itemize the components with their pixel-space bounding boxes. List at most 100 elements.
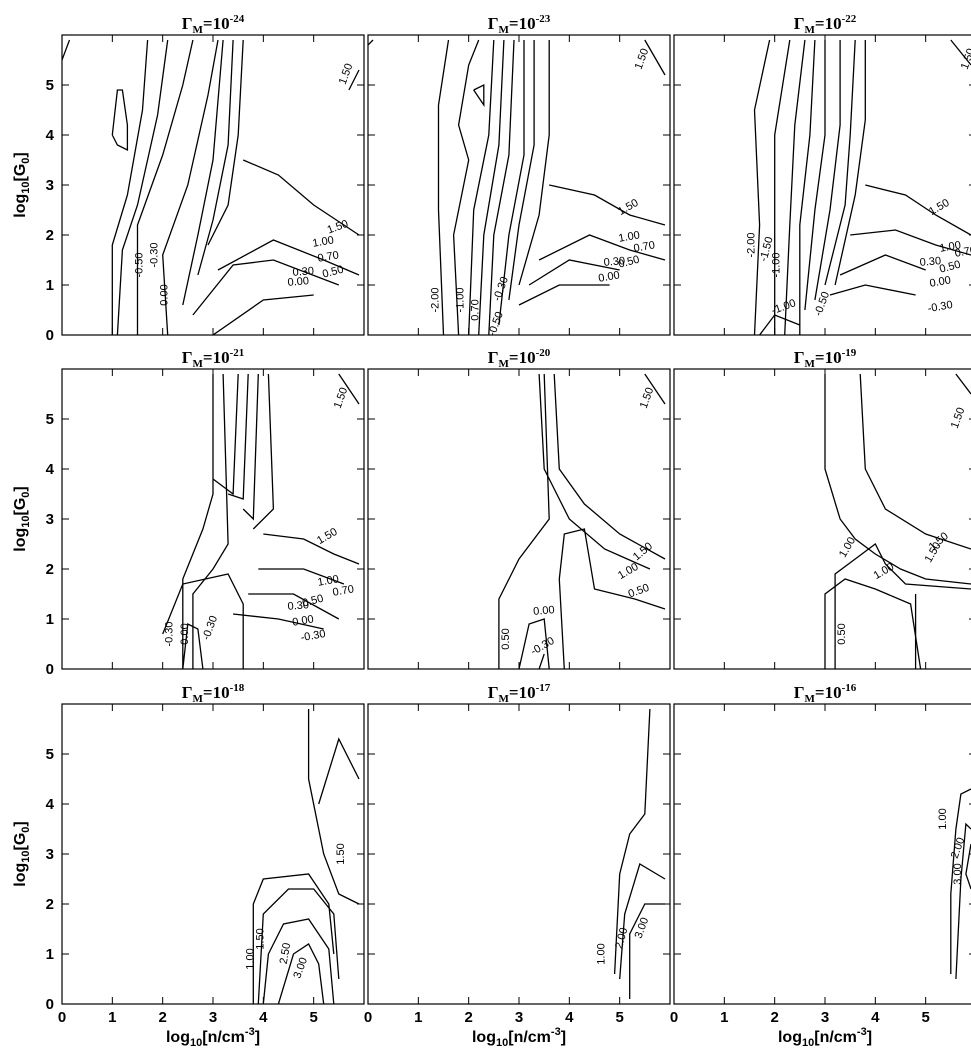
- y-tick-label: 0: [46, 996, 54, 1013]
- y-tick-label: 3: [46, 177, 54, 194]
- contour-label: 0.30: [287, 599, 309, 613]
- contour-line: [644, 39, 666, 76]
- contour-line: [865, 184, 971, 236]
- contour-line: [508, 40, 535, 301]
- contour-line: [62, 39, 71, 61]
- contour-label: 1.50: [631, 540, 655, 563]
- contour-line: [242, 159, 360, 236]
- contour-line: [613, 708, 651, 975]
- contour-line: [829, 284, 916, 296]
- contour-line: [182, 623, 204, 669]
- contour-line: [262, 918, 335, 1004]
- contour-line: [644, 373, 666, 405]
- x-tick-label: 5: [309, 1009, 317, 1026]
- contour-label: 3.00: [633, 916, 652, 940]
- contour-label: 0.00: [159, 284, 171, 305]
- y-axis-label: log10[G0]: [12, 486, 32, 551]
- y-tick-label: 1: [46, 611, 54, 628]
- contour-line: [488, 39, 515, 335]
- contour-label: 0.50: [301, 593, 325, 610]
- contour-lines: 1.501.501.001.000.501.50: [824, 373, 971, 669]
- contour-line: [233, 613, 324, 630]
- panel-3: ΓM=10-21 0 1 2 3 4 5 log10[G0] 1.50 1.50 1.000.70 0…: [12, 347, 365, 678]
- contour-line: [318, 737, 360, 805]
- contour-line: [558, 528, 666, 669]
- contour-label: -0.30: [491, 275, 511, 303]
- panel-4: ΓM=10-201.501.501.000.500.500.00-0.30: [367, 347, 671, 670]
- contour-line: [192, 373, 229, 669]
- contour-label: -1.00: [455, 287, 467, 312]
- contour-label: 0.50: [500, 628, 512, 649]
- contour-label: 0.50: [627, 582, 651, 601]
- x-tick-label: 2: [770, 1009, 778, 1026]
- contour-line: [528, 259, 620, 286]
- contour-label: -1.00: [770, 297, 798, 317]
- contour-line: [834, 40, 866, 286]
- contour-line: [111, 39, 149, 335]
- panel-frame: [673, 34, 971, 336]
- x-axis-label: log10[n/cm-3]: [166, 1026, 260, 1049]
- contour-lines: 1.002.00 3.00: [937, 788, 971, 980]
- contour-line: [277, 943, 325, 1004]
- contour-lines: 1.501.501.000.700.300.500.00-2.00 -1.00 0.…: [368, 39, 666, 335]
- contour-line: [182, 39, 224, 306]
- x-tick-label: 0: [58, 1009, 66, 1026]
- x-tick-label: 1: [720, 1009, 728, 1026]
- x-tick-label: 4: [259, 1009, 268, 1026]
- contour-label: 1.50: [927, 197, 952, 218]
- panel-title: ΓM=10-22: [794, 13, 857, 36]
- contour-line: [850, 229, 971, 256]
- contour-line: [824, 578, 922, 669]
- y-tick-label: 5: [46, 77, 54, 94]
- contour-line: [478, 39, 505, 335]
- contour-label: 0.30: [603, 255, 625, 269]
- contour-line: [217, 239, 360, 276]
- y-tick-label: 2: [46, 561, 54, 578]
- contour-label: 0.00: [597, 269, 620, 285]
- contour-label: 1.00: [937, 808, 949, 829]
- panel-5: ΓM=10-191.501.501.001.000.501.50: [673, 347, 971, 670]
- panel-frame: [673, 368, 971, 670]
- contour-line: [549, 184, 666, 226]
- panel-frame: [367, 34, 671, 336]
- contour-lines: 1.50 1.50 1.000.70 0.300.500.00 -0.30 -2.00 -1…: [746, 39, 971, 335]
- x-tick-label: 5: [921, 1009, 929, 1026]
- y-tick-label: 0: [46, 327, 54, 344]
- contour-label: 0.50: [836, 623, 848, 644]
- contour-label: 1.50: [254, 928, 266, 949]
- contour-line: [263, 533, 360, 565]
- panel-frame: [673, 703, 971, 1005]
- x-tick-label: 3: [515, 1009, 523, 1026]
- y-tick-label: 1: [46, 946, 54, 963]
- panel-title: ΓM=10-24: [182, 13, 245, 36]
- contour-label: -0.30: [164, 621, 176, 646]
- contour-label: 2.50: [278, 942, 294, 965]
- contour-line: [468, 39, 495, 335]
- contour-line: [538, 653, 545, 669]
- panel-7: ΓM=10-17 0 1 2 3 4 5 log10[n/cm-3] 1.00 2.00 3.00: [364, 682, 671, 1049]
- contour-label: 0.30: [919, 255, 941, 269]
- panel-8: ΓM=10-16 0 1 2 3 4 5 log10[n/cm-3] 1.002.00 3.00: [670, 682, 971, 1049]
- y-tick-label: 4: [46, 127, 55, 144]
- contour-label: 0.70: [954, 244, 971, 260]
- contour-line: [307, 709, 360, 905]
- contour-label: 1.00: [244, 948, 256, 969]
- contour-line: [227, 373, 249, 500]
- panel-title: ΓM=10-16: [794, 682, 857, 705]
- y-tick-label: 0: [46, 661, 54, 678]
- contour-label: 1.00: [618, 229, 641, 245]
- contour-line: [368, 39, 374, 46]
- contour-line: [784, 39, 806, 335]
- contour-label: 0.70: [470, 299, 482, 320]
- contour-line: [257, 888, 340, 1004]
- contour-label: 0.70: [633, 239, 656, 255]
- contour-label: 1.50: [959, 47, 971, 71]
- contour-line: [824, 374, 971, 585]
- contour-label: 1.50: [335, 843, 347, 864]
- x-axis-label: log10[n/cm-3]: [472, 1026, 566, 1049]
- contour-line: [955, 822, 971, 980]
- contour-line: [965, 843, 971, 890]
- contour-label: 0.00: [179, 623, 191, 644]
- contour-line: [252, 873, 335, 1004]
- contour-line: [774, 39, 791, 335]
